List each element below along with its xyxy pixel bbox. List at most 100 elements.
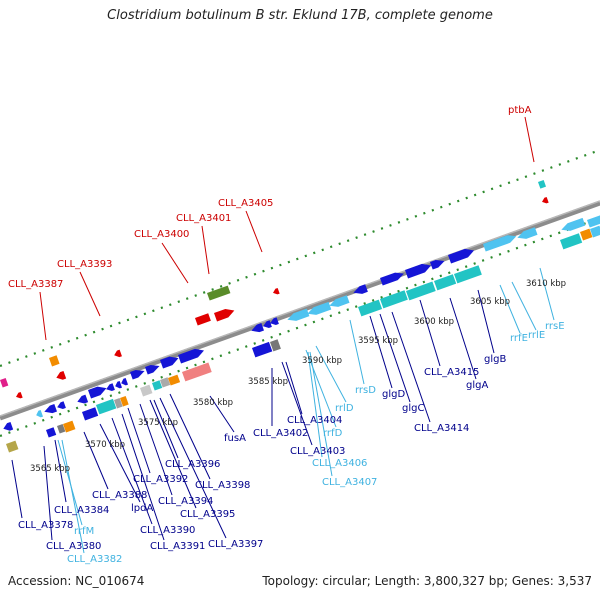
label-connector	[209, 395, 235, 433]
label-connector	[11, 459, 23, 519]
label-connector	[161, 242, 189, 284]
gene-feature	[49, 355, 60, 367]
gene-feature	[140, 384, 153, 397]
gene-label: CLL_A3384	[54, 505, 109, 516]
label-connector	[391, 311, 431, 423]
gene-label: CLL_A3414	[414, 423, 469, 434]
label-connector	[369, 315, 393, 389]
gene-label: CLL_A3396	[165, 459, 220, 470]
gene-feature	[517, 227, 538, 239]
gene-label: ptbA	[508, 105, 532, 116]
marks-layer	[0, 179, 600, 453]
gene-feature	[77, 394, 89, 404]
gene-feature	[57, 423, 66, 434]
kbp-label: 3590 kbp	[302, 356, 342, 366]
gene-label: glgD	[382, 389, 405, 400]
gene-label: CLL_A3398	[195, 480, 250, 491]
backbone-highlight	[0, 200, 600, 417]
gene-label: CLL_A3387	[8, 279, 63, 290]
gene-label: fusA	[224, 433, 246, 444]
label-connector	[99, 423, 141, 503]
label-connector	[307, 351, 323, 458]
gene-feature	[178, 348, 204, 364]
map-title: Clostridium botulinum B str. Eklund 17B,…	[107, 8, 493, 23]
gene-feature	[454, 265, 482, 284]
gene-label: CLL_A3402	[253, 428, 308, 439]
gene-feature	[430, 259, 445, 270]
label-connector	[305, 349, 337, 428]
label-connector	[139, 403, 173, 496]
upper-tick-track	[0, 148, 600, 368]
label-connector	[121, 413, 165, 541]
gene-feature	[0, 377, 9, 388]
label-connector	[169, 393, 211, 480]
gene-feature	[560, 233, 583, 250]
label-connector	[285, 361, 303, 415]
gene-feature	[270, 317, 279, 325]
label-connector	[245, 210, 263, 253]
gene-feature	[121, 377, 129, 386]
gene-feature	[580, 228, 593, 241]
kbp-label: 3605 kbp	[470, 297, 510, 307]
lower-tick-track	[0, 216, 600, 438]
gene-label: CLL_A3403	[290, 446, 345, 457]
gene-feature	[207, 285, 231, 301]
label-connector	[379, 313, 411, 403]
gene-feature	[542, 196, 549, 204]
label-connector	[477, 289, 495, 354]
gene-feature	[590, 225, 600, 238]
gene-label: CLL_A3382	[67, 554, 122, 565]
kbp-label: 3610 kbp	[526, 279, 566, 289]
gene-feature	[405, 263, 431, 279]
gene-label: CLL_A3393	[57, 259, 112, 270]
gene-feature	[287, 308, 310, 321]
gene-feature	[214, 308, 235, 322]
label-connector	[79, 271, 101, 317]
gene-feature	[380, 290, 408, 309]
label-connector	[449, 297, 477, 380]
gene-feature	[44, 403, 57, 414]
label-connector	[61, 439, 85, 554]
gene-feature	[329, 295, 350, 307]
gene-feature	[57, 401, 66, 409]
kbp-label: 3585 kbp	[248, 377, 288, 387]
gene-label: CLL_A3388	[92, 490, 147, 501]
genome-backbone	[0, 200, 600, 421]
kbp-tick-labels: 3565 kbp 3570 kbp 3575 kbp 3580 kbp 3585…	[30, 279, 566, 474]
label-connector	[499, 284, 521, 334]
gene-label: CLL_A3406	[312, 458, 367, 469]
gene-label: CLL_A3415	[424, 367, 479, 378]
label-connector	[43, 445, 53, 541]
label-connector	[111, 417, 153, 525]
gene-feature	[273, 287, 280, 295]
top-gene-labels: CLL_A3387 CLL_A3393 CLL_A3400 CLL_A3401 …	[8, 105, 532, 290]
gene-label: CLL_A3390	[140, 525, 195, 536]
gene-feature	[358, 299, 383, 317]
label-connector	[149, 399, 197, 509]
gene-feature	[56, 370, 67, 380]
gene-feature	[434, 274, 457, 291]
kbp-label: 3570 kbp	[85, 440, 125, 450]
gene-feature	[270, 339, 281, 352]
gene-feature	[263, 320, 272, 328]
gene-feature	[6, 440, 19, 453]
gene-label: CLL_A3400	[134, 229, 189, 240]
kbp-label: 3580 kbp	[193, 398, 233, 408]
gene-feature	[380, 272, 404, 286]
gene-feature	[120, 395, 129, 407]
gene-feature	[307, 301, 332, 315]
label-connector	[159, 397, 227, 539]
label-connector	[511, 281, 537, 331]
gene-feature	[82, 407, 99, 421]
gene-feature	[114, 397, 123, 409]
gene-label: CLL_A3395	[180, 509, 235, 520]
gene-label: CLL_A3394	[158, 496, 213, 507]
gene-feature	[130, 369, 145, 380]
gene-label: CLL_A3404	[287, 415, 342, 426]
gene-feature	[483, 235, 517, 252]
gene-feature	[63, 420, 76, 433]
gene-feature	[36, 409, 44, 418]
connectors-layer	[11, 116, 555, 554]
gene-feature	[152, 380, 163, 391]
gene-feature	[195, 313, 211, 326]
